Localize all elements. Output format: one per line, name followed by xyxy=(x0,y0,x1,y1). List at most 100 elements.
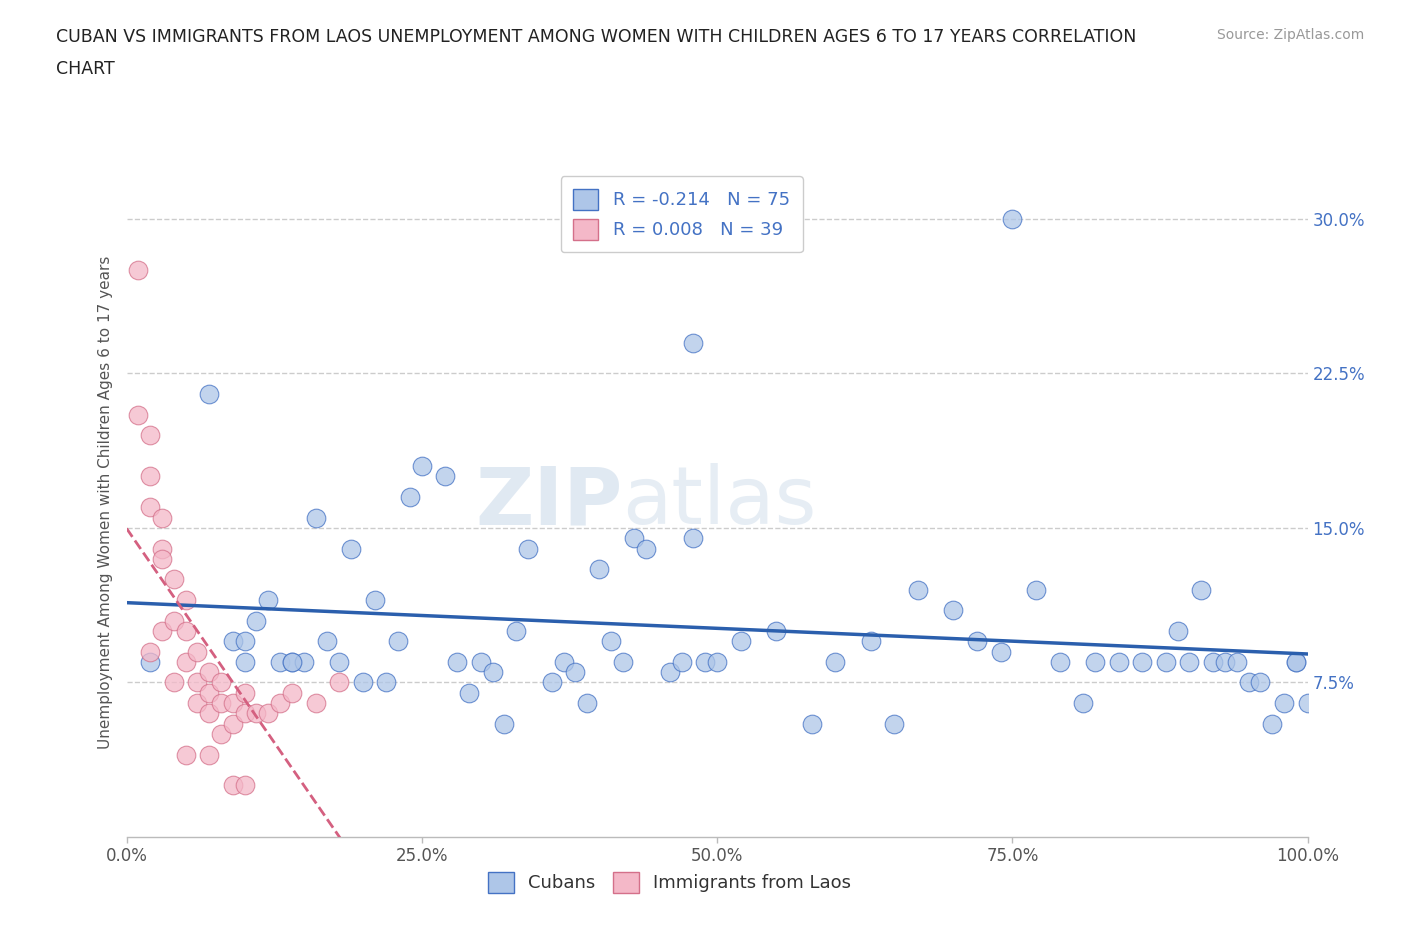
Point xyxy=(304,511,326,525)
Point xyxy=(1001,211,1024,226)
Point xyxy=(1202,655,1225,670)
Point xyxy=(139,655,162,670)
Y-axis label: Unemployment Among Women with Children Ages 6 to 17 years: Unemployment Among Women with Children A… xyxy=(97,256,112,749)
Point xyxy=(411,458,433,473)
Point xyxy=(222,696,245,711)
Point xyxy=(1272,696,1295,711)
Point xyxy=(186,696,208,711)
Point xyxy=(257,706,280,721)
Point xyxy=(150,541,173,556)
Point xyxy=(1189,582,1212,597)
Point xyxy=(942,603,965,618)
Point xyxy=(883,716,905,731)
Point xyxy=(494,716,516,731)
Point xyxy=(174,592,197,607)
Point xyxy=(399,489,422,504)
Text: ZIP: ZIP xyxy=(475,463,623,541)
Point xyxy=(163,572,186,587)
Point xyxy=(695,655,717,670)
Point xyxy=(163,675,186,690)
Point xyxy=(316,634,339,649)
Point xyxy=(233,685,256,700)
Point xyxy=(1249,675,1271,690)
Point xyxy=(553,655,575,670)
Point xyxy=(434,469,457,484)
Point xyxy=(281,655,304,670)
Point xyxy=(824,655,846,670)
Point xyxy=(1178,655,1201,670)
Point xyxy=(127,407,149,422)
Point xyxy=(730,634,752,649)
Point xyxy=(1213,655,1236,670)
Point xyxy=(174,623,197,638)
Point xyxy=(340,541,363,556)
Point xyxy=(1261,716,1284,731)
Point xyxy=(257,592,280,607)
Point xyxy=(139,428,162,443)
Point xyxy=(1237,675,1260,690)
Point xyxy=(198,747,221,762)
Point xyxy=(1084,655,1107,670)
Point xyxy=(658,665,681,680)
Point xyxy=(127,263,149,278)
Point xyxy=(907,582,929,597)
Point xyxy=(245,613,267,628)
Point xyxy=(682,335,704,350)
Point xyxy=(174,747,197,762)
Point xyxy=(233,778,256,793)
Point xyxy=(198,665,221,680)
Point xyxy=(352,675,374,690)
Point xyxy=(1108,655,1130,670)
Point xyxy=(576,696,599,711)
Point xyxy=(233,655,256,670)
Point xyxy=(682,531,704,546)
Point xyxy=(186,644,208,659)
Point xyxy=(564,665,586,680)
Point xyxy=(139,500,162,515)
Point xyxy=(1296,696,1319,711)
Point xyxy=(233,634,256,649)
Point xyxy=(765,623,787,638)
Point xyxy=(375,675,398,690)
Text: CUBAN VS IMMIGRANTS FROM LAOS UNEMPLOYMENT AMONG WOMEN WITH CHILDREN AGES 6 TO 1: CUBAN VS IMMIGRANTS FROM LAOS UNEMPLOYME… xyxy=(56,28,1136,46)
Point xyxy=(198,706,221,721)
Text: atlas: atlas xyxy=(623,463,817,541)
Point xyxy=(281,655,304,670)
Point xyxy=(859,634,882,649)
Point xyxy=(209,675,232,690)
Point xyxy=(990,644,1012,659)
Point xyxy=(599,634,621,649)
Point xyxy=(150,623,173,638)
Point xyxy=(517,541,540,556)
Point xyxy=(623,531,645,546)
Point xyxy=(1049,655,1071,670)
Point xyxy=(186,675,208,690)
Point xyxy=(292,655,315,670)
Point xyxy=(209,726,232,741)
Point xyxy=(198,685,221,700)
Point xyxy=(198,387,221,402)
Point xyxy=(139,469,162,484)
Point xyxy=(612,655,634,670)
Point xyxy=(269,696,291,711)
Point xyxy=(328,655,350,670)
Point xyxy=(800,716,823,731)
Point xyxy=(1285,655,1308,670)
Point xyxy=(1025,582,1047,597)
Point xyxy=(481,665,503,680)
Point xyxy=(1226,655,1249,670)
Point xyxy=(1154,655,1177,670)
Point xyxy=(222,778,245,793)
Point xyxy=(245,706,267,721)
Point xyxy=(222,716,245,731)
Point xyxy=(139,644,162,659)
Point xyxy=(269,655,291,670)
Point xyxy=(470,655,492,670)
Point xyxy=(387,634,409,649)
Point xyxy=(1130,655,1153,670)
Point xyxy=(636,541,658,556)
Point xyxy=(505,623,527,638)
Point xyxy=(1071,696,1094,711)
Point xyxy=(150,551,173,566)
Point xyxy=(671,655,693,670)
